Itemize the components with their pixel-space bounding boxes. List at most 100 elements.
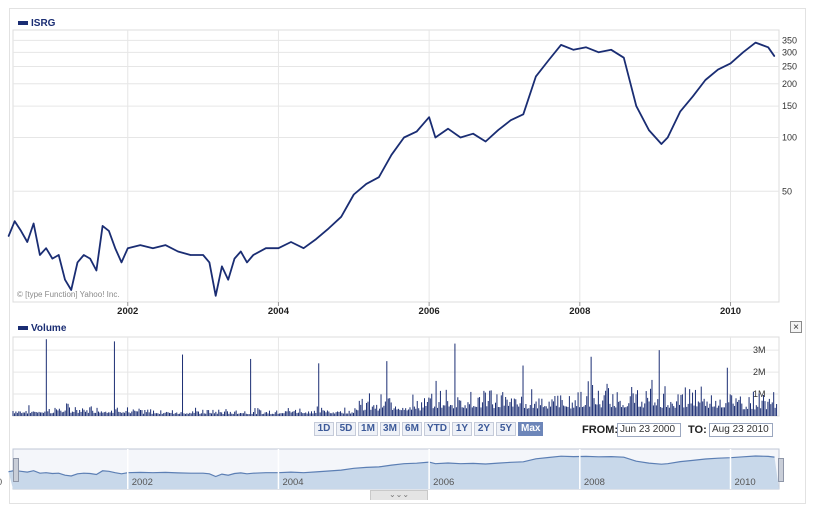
price-data-point bbox=[58, 254, 60, 256]
price-data-point bbox=[585, 46, 587, 48]
price-data-point bbox=[390, 154, 393, 156]
price-data-point bbox=[252, 254, 254, 256]
price-data-point bbox=[572, 49, 575, 51]
navigator-right-handle[interactable] bbox=[778, 458, 784, 482]
range-button-ytd[interactable]: YTD bbox=[424, 422, 450, 436]
from-date-input[interactable]: Jun 23 2000 bbox=[617, 423, 681, 437]
price-tick-label: 250 bbox=[782, 61, 797, 71]
watermark: © [type Function] Yahoo! Inc. bbox=[17, 290, 120, 299]
price-data-point bbox=[32, 222, 35, 225]
price-data-point bbox=[64, 279, 66, 281]
price-data-point bbox=[610, 49, 612, 51]
price-data-point bbox=[152, 247, 154, 249]
price-data-point bbox=[535, 75, 537, 77]
price-data-point bbox=[598, 51, 600, 53]
close-volume-button[interactable]: × bbox=[790, 321, 802, 333]
volume-label: Volume bbox=[31, 323, 67, 334]
price-x-tick-label: 2008 bbox=[569, 306, 590, 317]
price-data-point bbox=[704, 79, 706, 81]
price-data-point bbox=[20, 230, 22, 232]
price-data-point bbox=[208, 261, 210, 263]
price-data-point bbox=[767, 46, 769, 48]
price-data-point bbox=[510, 119, 512, 121]
price-data-point bbox=[328, 227, 330, 229]
price-data-point bbox=[26, 241, 28, 243]
navigator-tick-label: 2008 bbox=[584, 477, 605, 488]
range-buttons: 1D 5D 1M 3M 6M YTD 1Y 2Y 5Y Max bbox=[314, 422, 544, 436]
price-data-point bbox=[7, 235, 10, 237]
range-button-1d[interactable]: 1D bbox=[314, 422, 334, 436]
to-date-input[interactable]: Aug 23 2010 bbox=[709, 423, 773, 437]
price-series-name: ISRG bbox=[31, 18, 56, 29]
navigator-tick-label: 2002 bbox=[132, 477, 153, 488]
navigator-series-line bbox=[8, 455, 775, 478]
price-data-point bbox=[315, 238, 317, 240]
price-tick-label: 200 bbox=[782, 79, 797, 89]
price-data-point bbox=[547, 59, 550, 62]
price-data-point bbox=[120, 261, 123, 263]
price-data-point bbox=[635, 105, 637, 107]
volume-tick-label: 2M bbox=[753, 367, 766, 377]
navigator-tick-label: 2010 bbox=[735, 477, 756, 488]
price-data-point bbox=[202, 254, 204, 256]
price-data-point bbox=[233, 257, 236, 260]
series-swatch bbox=[18, 21, 28, 26]
price-data-point bbox=[215, 295, 217, 297]
volume-swatch bbox=[18, 326, 28, 331]
range-button-max[interactable]: Max bbox=[518, 422, 544, 436]
price-data-point bbox=[660, 143, 663, 145]
price-data-point bbox=[14, 220, 16, 222]
price-data-point bbox=[164, 244, 167, 246]
price-data-point bbox=[95, 269, 97, 272]
price-data-point bbox=[692, 95, 694, 97]
price-data-point bbox=[472, 133, 474, 135]
price-panel-label: ISRG bbox=[18, 18, 55, 29]
price-data-point bbox=[45, 247, 47, 249]
navigator-grip-icon[interactable]: ⌄⌄⌄ bbox=[370, 490, 428, 500]
range-button-1m[interactable]: 1M bbox=[358, 422, 378, 436]
volume-panel-label: Volume bbox=[18, 323, 66, 334]
price-data-point bbox=[434, 136, 437, 139]
price-data-point bbox=[189, 254, 192, 256]
price-data-point bbox=[667, 136, 669, 139]
price-data-point bbox=[221, 265, 223, 267]
price-data-point bbox=[378, 176, 380, 178]
price-tick-label: 350 bbox=[782, 35, 797, 45]
price-tick-label: 150 bbox=[782, 101, 797, 111]
navigator-tick-label: 2006 bbox=[433, 477, 454, 488]
price-data-point bbox=[265, 247, 267, 249]
price-tick-label: 300 bbox=[782, 47, 797, 57]
to-label: TO: bbox=[688, 424, 707, 436]
price-data-point bbox=[89, 257, 91, 260]
price-data-point bbox=[755, 42, 757, 44]
price-data-point bbox=[648, 129, 650, 131]
price-data-point bbox=[742, 51, 744, 53]
price-tick-label: 100 bbox=[782, 133, 797, 143]
range-button-3m[interactable]: 3M bbox=[380, 422, 400, 436]
price-data-point bbox=[340, 216, 342, 218]
price-data-point bbox=[717, 69, 719, 71]
price-data-point bbox=[227, 279, 229, 281]
range-button-6m[interactable]: 6M bbox=[402, 422, 422, 436]
range-button-2y[interactable]: 2Y bbox=[474, 422, 494, 436]
price-x-tick-label: 2002 bbox=[117, 306, 138, 317]
price-data-point bbox=[679, 110, 681, 113]
range-button-5y[interactable]: 5Y bbox=[496, 422, 516, 436]
price-data-point bbox=[428, 116, 430, 118]
navigator-left-handle[interactable] bbox=[13, 458, 19, 482]
price-data-point bbox=[773, 55, 776, 57]
price-data-point bbox=[246, 261, 248, 263]
price-data-point bbox=[353, 193, 355, 196]
range-button-5d[interactable]: 5D bbox=[336, 422, 356, 436]
price-tick-label: 50 bbox=[782, 186, 792, 196]
price-data-point bbox=[127, 247, 129, 249]
price-data-point bbox=[302, 247, 305, 249]
price-data-point bbox=[39, 254, 41, 256]
price-x-tick-label: 2006 bbox=[419, 306, 440, 317]
price-data-point bbox=[240, 250, 242, 253]
navigator-tick-label: 2004 bbox=[282, 477, 303, 488]
price-data-point bbox=[447, 128, 449, 130]
price-data-point bbox=[560, 44, 562, 46]
range-button-1y[interactable]: 1Y bbox=[452, 422, 472, 436]
